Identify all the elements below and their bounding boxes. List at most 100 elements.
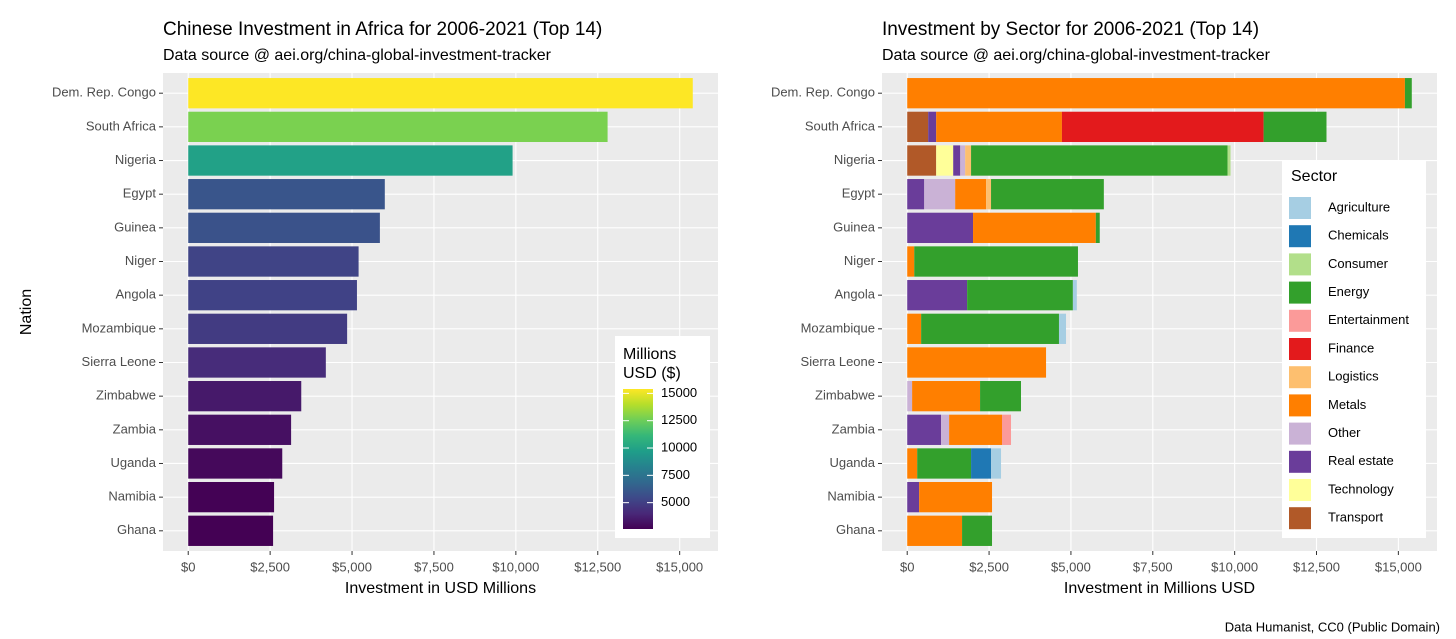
x-axis-title: Investment in Millions USD xyxy=(1064,580,1255,597)
bar-segment xyxy=(907,381,913,412)
bar-segment xyxy=(924,179,956,210)
legend-swatch xyxy=(1289,197,1311,219)
bar xyxy=(188,212,380,243)
bar-segment xyxy=(907,481,920,513)
bar-segment xyxy=(907,280,968,311)
y-tick-label: Zimbabwe xyxy=(815,388,875,403)
y-tick-label: Zambia xyxy=(113,421,157,436)
bar-segment xyxy=(914,246,1078,277)
legend-title: Millions xyxy=(623,346,676,363)
y-tick-label: Ghana xyxy=(836,522,876,537)
colorbar xyxy=(623,389,653,529)
bar-segment xyxy=(967,280,1073,311)
bar-segment xyxy=(912,381,981,412)
bar-segment xyxy=(907,212,974,243)
legend-swatch xyxy=(1289,225,1311,248)
bar xyxy=(188,145,513,176)
bar-segment xyxy=(991,179,1104,210)
legend-swatch xyxy=(1289,309,1311,332)
chart-subtitle: Data source @ aei.org/china-global-inves… xyxy=(882,47,1271,64)
legend-label: Technology xyxy=(1328,481,1394,496)
legend-swatch xyxy=(1289,253,1311,276)
colorbar-label: 7500 xyxy=(661,467,690,482)
y-tick-label: Sierra Leone xyxy=(82,354,156,369)
x-tick-label: $10,000 xyxy=(492,559,539,574)
legend-label: Chemicals xyxy=(1328,228,1389,243)
legend-swatch xyxy=(1289,507,1311,530)
bar-segment xyxy=(962,515,993,546)
legend-label: Real estate xyxy=(1328,453,1394,468)
colorbar-label: 12500 xyxy=(661,412,697,427)
bar-segment xyxy=(1095,212,1100,243)
legend-swatch xyxy=(1289,338,1311,360)
bar-segment xyxy=(971,448,992,479)
y-tick-label: Egypt xyxy=(842,186,876,201)
y-tick-label: Namibia xyxy=(108,489,156,504)
y-tick-label: Guinea xyxy=(833,219,876,234)
bar-segment xyxy=(1263,111,1327,143)
bar-segment xyxy=(973,212,1096,243)
bar xyxy=(188,280,357,311)
x-tick-label: $5,000 xyxy=(332,559,372,574)
legend-title: USD ($) xyxy=(623,365,681,382)
y-tick-label: Guinea xyxy=(114,219,157,234)
bar xyxy=(188,515,274,546)
y-tick-label: Zimbabwe xyxy=(96,388,156,403)
bar-segment xyxy=(1072,280,1077,311)
colorbar-label: 15000 xyxy=(661,385,697,400)
bar-segment xyxy=(936,111,1062,143)
bar-segment xyxy=(936,145,954,176)
legend-label: Energy xyxy=(1328,284,1370,299)
y-tick-label: Angola xyxy=(835,287,876,302)
bar-segment xyxy=(1002,414,1012,445)
bar-segment xyxy=(1227,145,1231,176)
bar xyxy=(188,78,693,109)
x-tick-label: $0 xyxy=(181,559,195,574)
bar xyxy=(188,481,275,513)
bar-segment xyxy=(941,414,950,445)
bar-segment xyxy=(991,448,1002,479)
y-axis-title: Nation xyxy=(18,289,35,335)
y-tick-label: Uganda xyxy=(110,455,156,470)
y-tick-label: Niger xyxy=(844,253,876,268)
y-tick-label: South Africa xyxy=(805,118,876,133)
bar xyxy=(188,179,385,210)
bar-segment xyxy=(980,381,1021,412)
x-tick-label: $15,000 xyxy=(1375,559,1422,574)
y-tick-label: Dem. Rep. Congo xyxy=(771,85,875,100)
legend-swatch xyxy=(1289,281,1311,304)
y-tick-label: Nigeria xyxy=(834,152,876,167)
y-tick-label: Ghana xyxy=(117,522,157,537)
legend-title: Sector xyxy=(1291,168,1338,185)
caption: Data Humanist, CC0 (Public Domain) xyxy=(1225,619,1440,634)
y-tick-label: Angola xyxy=(116,287,157,302)
legend-swatch xyxy=(1289,394,1311,417)
bar-segment xyxy=(986,179,992,210)
bar-segment xyxy=(917,448,972,479)
bar-segment xyxy=(965,145,972,176)
bar-segment xyxy=(928,111,937,143)
y-tick-label: Egypt xyxy=(123,186,157,201)
bar-segment xyxy=(955,179,987,210)
colorbar-label: 5000 xyxy=(661,494,690,509)
legend-swatch xyxy=(1289,479,1311,501)
bar xyxy=(188,381,302,412)
colorbar-label: 10000 xyxy=(661,439,697,454)
bar-segment xyxy=(907,78,1405,109)
chart-title: Investment by Sector for 2006-2021 (Top … xyxy=(882,19,1259,40)
bar-segment xyxy=(907,313,922,344)
bar-segment xyxy=(907,414,942,445)
y-tick-label: South Africa xyxy=(86,118,157,133)
x-tick-label: $7,500 xyxy=(1133,559,1173,574)
bar xyxy=(188,313,348,344)
bar-segment xyxy=(907,347,1047,378)
bar-segment xyxy=(921,313,1059,344)
bar-segment xyxy=(1404,78,1412,109)
bar xyxy=(188,111,608,143)
bar-segment xyxy=(907,145,937,176)
bar-segment xyxy=(1058,313,1067,344)
legend-label: Logistics xyxy=(1328,369,1379,384)
x-tick-label: $5,000 xyxy=(1051,559,1091,574)
bar-segment xyxy=(907,515,963,546)
